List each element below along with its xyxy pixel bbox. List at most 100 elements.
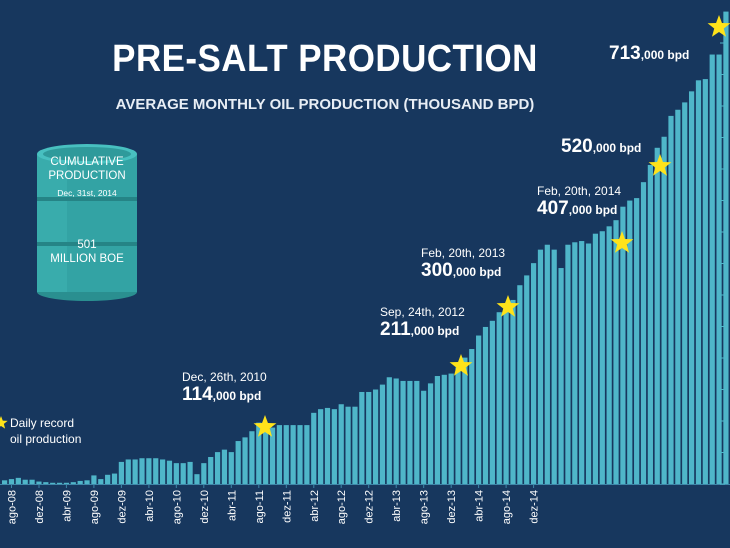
bar [434, 376, 441, 484]
bar [70, 482, 76, 484]
bar [15, 477, 21, 484]
bar [517, 285, 523, 484]
x-tick-label: abr-09 [61, 490, 73, 522]
bar [689, 91, 695, 484]
bar [56, 482, 63, 484]
bar [77, 480, 83, 484]
bar [510, 299, 516, 484]
bar [640, 182, 647, 484]
record-annotation-2: Sep, 24th, 2012 211,000 bpd [380, 305, 465, 341]
bar [565, 244, 571, 484]
record-star-icon [449, 354, 473, 376]
bar [50, 482, 56, 484]
x-tick-label: dez-12 [364, 490, 376, 524]
record-annotation-1: Dec, 26th, 2010 114,000 bpd [182, 370, 267, 406]
record-value: 300 [421, 260, 453, 281]
bar [716, 54, 722, 484]
x-tick-label: abr-12 [309, 490, 321, 522]
bar [476, 335, 482, 484]
bar [379, 384, 386, 484]
bar [558, 268, 564, 484]
record-star-icon [253, 415, 277, 437]
bar [544, 244, 550, 484]
bar [352, 406, 358, 484]
bar [331, 409, 337, 484]
x-tick-label: ago-10 [171, 490, 183, 524]
bar [530, 263, 537, 484]
bar [400, 380, 406, 484]
bar [22, 479, 28, 484]
bar [647, 164, 653, 484]
bar [290, 425, 296, 484]
barrel-value-block: 501 MILLION BOE [36, 238, 138, 266]
bar [634, 198, 640, 484]
bar [132, 459, 138, 484]
record-unit: ,000 bpd [452, 265, 502, 279]
bar [702, 79, 708, 484]
bar [469, 349, 475, 484]
bar [551, 249, 557, 484]
barrel-unit: MILLION BOE [50, 253, 124, 265]
bar [63, 482, 70, 484]
bar [489, 320, 495, 484]
x-tick-label: ago-11 [254, 490, 266, 523]
bar [146, 458, 152, 484]
bar [228, 452, 234, 484]
record-date: Feb, 20th, 2013 [421, 246, 506, 260]
bar [482, 326, 489, 484]
bar [448, 373, 454, 484]
record-unit: ,000 bpd [410, 324, 460, 338]
bar [661, 136, 667, 484]
bar [421, 390, 427, 484]
bar [359, 391, 365, 484]
bar [372, 389, 379, 484]
bar [201, 463, 207, 484]
x-tick-label: ago-12 [336, 490, 348, 524]
bar [668, 115, 674, 484]
x-tick-label: ago-13 [419, 490, 431, 524]
bar [43, 482, 49, 484]
record-annotation-5: 520,000 bpd [561, 136, 641, 158]
record-value: 211 [380, 319, 411, 340]
bar [249, 431, 255, 484]
bar [455, 367, 461, 484]
bar [297, 425, 303, 484]
bar [235, 441, 241, 484]
bar [345, 406, 351, 484]
x-tick-label: abr-14 [474, 490, 486, 522]
legend: Daily record oil production [10, 415, 81, 447]
record-unit: ,000 bpd [592, 141, 642, 155]
bar [503, 306, 509, 484]
x-tick-label: dez-09 [116, 490, 128, 524]
x-tick-label: dez-13 [446, 490, 458, 524]
record-annotation-4: Feb, 20th, 2014 407,000 bpd [537, 184, 621, 220]
bar [173, 463, 179, 484]
record-date: Feb, 20th, 2014 [537, 184, 622, 198]
bar [111, 473, 118, 484]
bar [139, 458, 145, 484]
barrel-title: CUMULATIVE PRODUCTION [36, 155, 138, 183]
bar [318, 409, 324, 484]
legend-line1: Daily record [10, 416, 75, 430]
record-date: Sep, 24th, 2012 [380, 305, 465, 319]
bar [36, 481, 42, 484]
bar [695, 80, 702, 484]
bar [414, 380, 420, 484]
bar [105, 474, 111, 484]
bar [221, 449, 228, 484]
bar [427, 383, 434, 484]
bar [537, 249, 544, 484]
bar [675, 109, 681, 484]
x-tick-label: abr-10 [144, 490, 156, 522]
bar [2, 480, 8, 484]
bar [214, 452, 221, 484]
record-unit: ,000 bpd [640, 48, 690, 62]
record-star-icon [707, 15, 730, 37]
bar [276, 425, 282, 484]
x-tick-label: ago-14 [501, 490, 513, 524]
record-value: 713 [609, 43, 641, 64]
legend-line2: oil production [10, 432, 82, 446]
bar [709, 54, 715, 484]
bar [160, 459, 166, 484]
